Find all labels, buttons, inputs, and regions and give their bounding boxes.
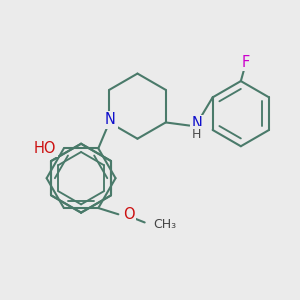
Text: H: H — [192, 128, 201, 141]
Text: F: F — [242, 55, 250, 70]
Text: N: N — [105, 112, 116, 128]
Text: CH₃: CH₃ — [153, 218, 176, 231]
Text: O: O — [123, 207, 134, 222]
Text: N: N — [192, 116, 203, 131]
Text: HO: HO — [34, 141, 56, 156]
